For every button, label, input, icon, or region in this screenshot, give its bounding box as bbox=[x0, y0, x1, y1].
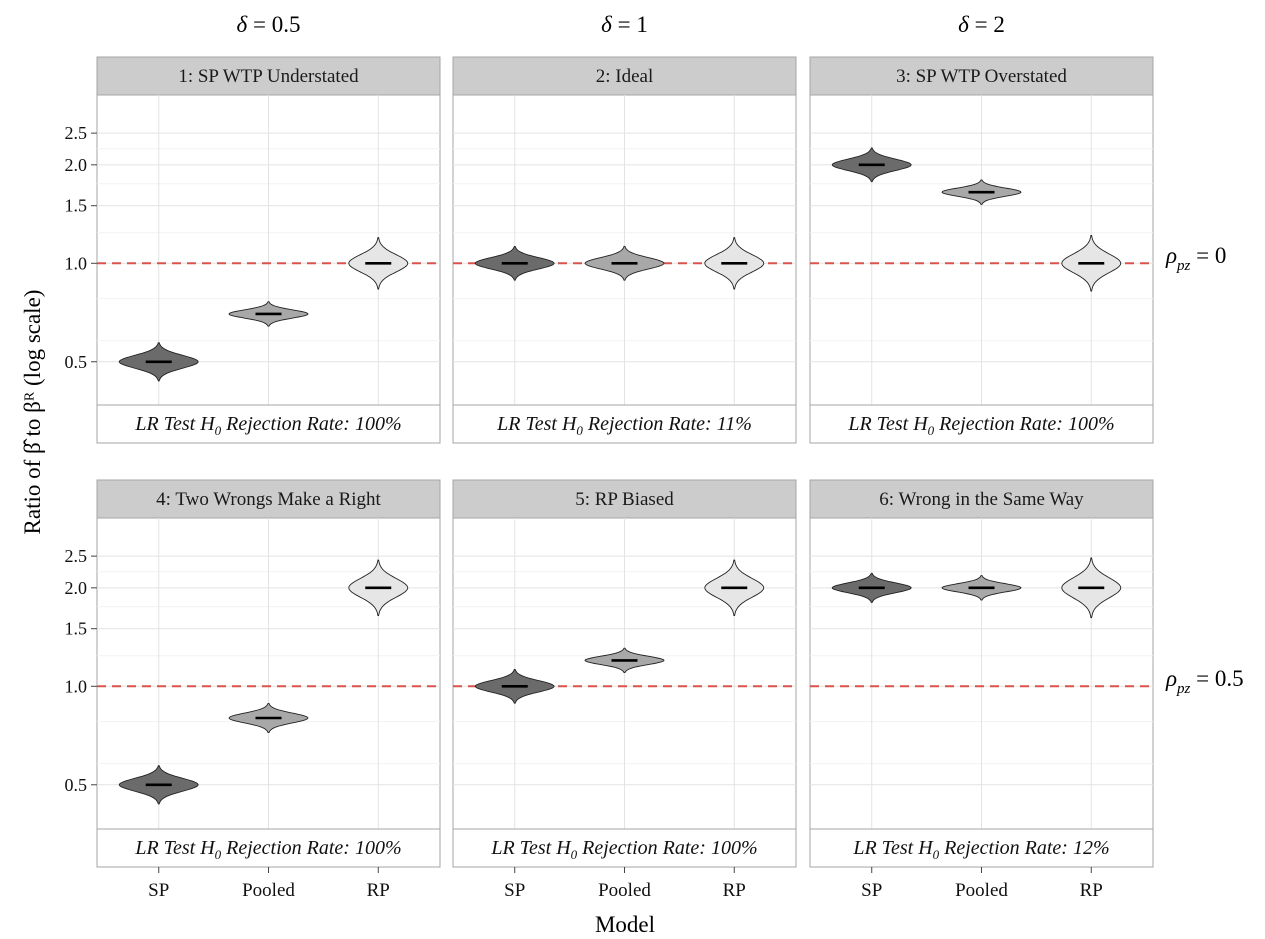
y-tick-label: 1.5 bbox=[65, 619, 88, 639]
y-tick-label: 0.5 bbox=[65, 352, 88, 372]
column-label: δ = 2 bbox=[958, 12, 1005, 37]
x-tick-label: Pooled bbox=[598, 880, 651, 901]
column-label: δ = 0.5 bbox=[237, 12, 301, 37]
panel-footer bbox=[809, 828, 1154, 868]
panel-title: 6: Wrong in the Same Way bbox=[879, 489, 1084, 510]
y-tick-label: 2.0 bbox=[65, 578, 88, 598]
x-tick-label: RP bbox=[367, 880, 390, 901]
panel-5: 5: RP Biased LR Test H0 Rejection Rate: 1… bbox=[452, 479, 797, 868]
y-tick-label: 0.5 bbox=[65, 775, 88, 795]
y-tick-label: 2.0 bbox=[65, 155, 88, 175]
panel-2: 2: Ideal LR Test H0 Rejection Rate: 11% bbox=[452, 56, 797, 444]
panel-strip bbox=[452, 479, 797, 519]
y-tick-label: 2.5 bbox=[65, 123, 88, 143]
footer-text: LR Test H0 Rejection Rate: 100% bbox=[134, 413, 401, 438]
row-label: ρpz = 0 bbox=[1165, 243, 1226, 274]
x-tick-label: RP bbox=[723, 880, 746, 901]
y-axis-title: Ratio of β̂ to βᴿ (log scale) bbox=[20, 290, 45, 535]
panel-1: 1: SP WTP Understated LR Test H0 Rejectio… bbox=[96, 56, 441, 444]
y-tick-label: 1.0 bbox=[65, 253, 88, 273]
panel-strip bbox=[809, 56, 1154, 96]
panel-4: 4: Two Wrongs Make a Right LR Test H0 Rej… bbox=[96, 479, 441, 868]
row-label: ρpz = 0.5 bbox=[1165, 666, 1244, 697]
panel-title: 3: SP WTP Overstated bbox=[896, 66, 1067, 87]
y-tick-label: 2.5 bbox=[65, 546, 88, 566]
panel-strip bbox=[809, 479, 1154, 519]
footer-text: LR Test H0 Rejection Rate: 100% bbox=[134, 837, 401, 862]
x-tick-label: SP bbox=[861, 880, 882, 901]
y-tick-label: 1.5 bbox=[65, 196, 88, 216]
x-axis-title: Model bbox=[595, 912, 655, 937]
column-label: δ = 1 bbox=[601, 12, 648, 37]
panel-title: 2: Ideal bbox=[596, 66, 654, 87]
x-tick-label: RP bbox=[1080, 880, 1103, 901]
panel-6: 6: Wrong in the Same Way LR Test H0 Rejec… bbox=[809, 479, 1154, 868]
panel-strip bbox=[96, 479, 441, 519]
x-tick-label: Pooled bbox=[955, 880, 1008, 901]
footer-text: LR Test H0 Rejection Rate: 11% bbox=[496, 413, 752, 438]
footer-text: LR Test H0 Rejection Rate: 100% bbox=[847, 413, 1114, 438]
y-tick-label: 1.0 bbox=[65, 676, 88, 696]
panel-3: 3: SP WTP Overstated LR Test H0 Rejection… bbox=[809, 56, 1154, 444]
panel-title: 5: RP Biased bbox=[575, 489, 674, 510]
x-tick-label: SP bbox=[148, 880, 169, 901]
x-tick-label: SP bbox=[504, 880, 525, 901]
x-tick-label: Pooled bbox=[242, 880, 295, 901]
panel-footer bbox=[96, 404, 441, 444]
panel-title: 4: Two Wrongs Make a Right bbox=[156, 489, 381, 510]
panel-title: 1: SP WTP Understated bbox=[178, 66, 359, 87]
panel-strip bbox=[96, 56, 441, 96]
panel-footer bbox=[96, 828, 441, 868]
footer-text: LR Test H0 Rejection Rate: 100% bbox=[490, 837, 757, 862]
footer-text: LR Test H0 Rejection Rate: 12% bbox=[852, 837, 1109, 862]
panel-footer bbox=[452, 404, 797, 444]
panel-footer bbox=[809, 404, 1154, 444]
